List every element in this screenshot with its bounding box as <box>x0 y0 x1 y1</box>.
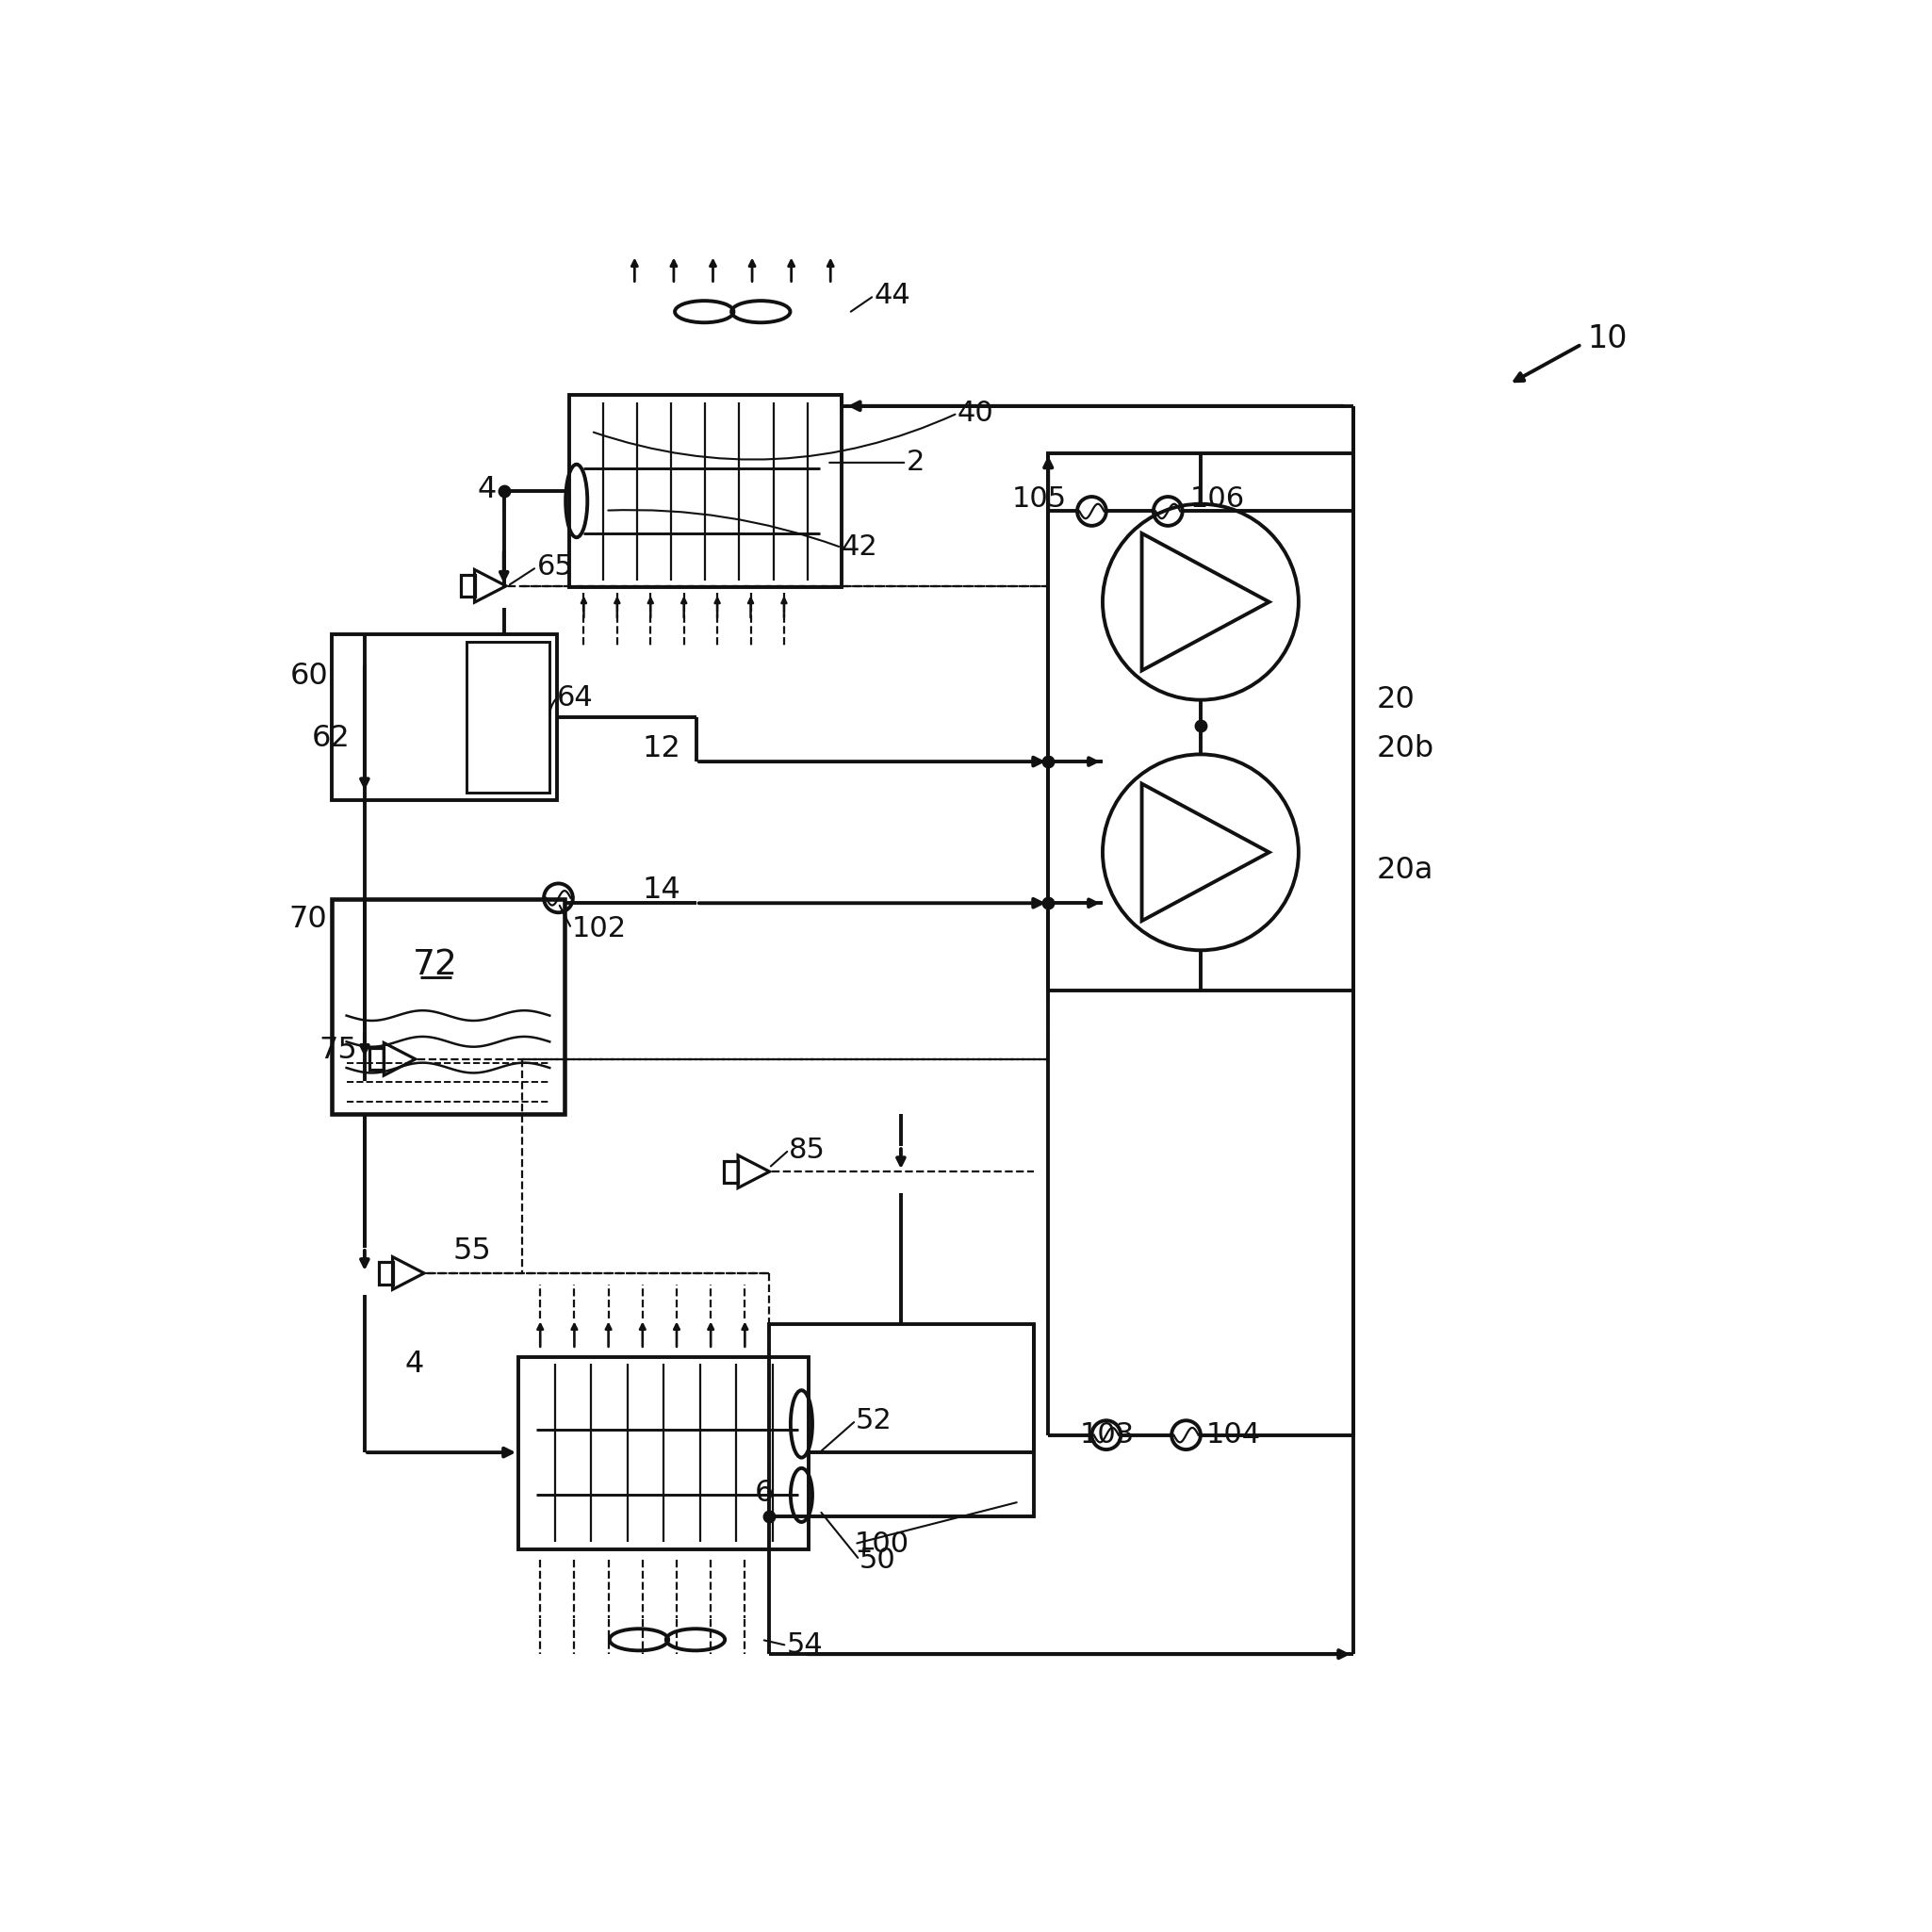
Text: 20a: 20a <box>1378 856 1434 885</box>
Bar <box>369 1049 384 1070</box>
Text: 60: 60 <box>290 661 328 690</box>
Bar <box>379 1262 392 1285</box>
Text: 65: 65 <box>537 553 574 582</box>
Text: 75: 75 <box>319 1036 357 1065</box>
Text: 64: 64 <box>556 684 593 711</box>
Text: 12: 12 <box>641 734 680 763</box>
Text: 20b: 20b <box>1378 734 1435 763</box>
Bar <box>332 634 556 800</box>
Bar <box>460 576 475 597</box>
Text: 105: 105 <box>1012 485 1066 512</box>
Text: 2: 2 <box>906 448 925 477</box>
Bar <box>466 641 551 792</box>
Text: 52: 52 <box>856 1406 893 1434</box>
Text: 104: 104 <box>1206 1422 1260 1449</box>
Text: 42: 42 <box>842 533 877 560</box>
Text: 10: 10 <box>1588 325 1627 355</box>
Text: 62: 62 <box>311 724 350 753</box>
Bar <box>724 1161 738 1182</box>
Text: 4: 4 <box>477 475 497 504</box>
Text: 4: 4 <box>404 1349 423 1379</box>
Text: 54: 54 <box>786 1633 823 1660</box>
Text: 40: 40 <box>958 400 993 427</box>
Bar <box>518 1356 810 1549</box>
Text: 72: 72 <box>412 949 458 981</box>
Text: 70: 70 <box>288 906 327 935</box>
Text: 55: 55 <box>454 1236 491 1265</box>
Bar <box>1049 454 1352 991</box>
Text: 14: 14 <box>641 875 680 904</box>
Text: 44: 44 <box>873 282 910 309</box>
Text: 6: 6 <box>753 1478 773 1507</box>
Text: 50: 50 <box>860 1546 896 1573</box>
Bar <box>332 900 564 1113</box>
Bar <box>769 1323 1034 1517</box>
Text: 106: 106 <box>1190 485 1244 512</box>
Text: 20: 20 <box>1378 686 1416 715</box>
Bar <box>570 396 842 587</box>
Text: 102: 102 <box>572 916 626 943</box>
Text: 100: 100 <box>854 1530 910 1557</box>
Text: 85: 85 <box>788 1136 825 1163</box>
Text: 103: 103 <box>1080 1422 1134 1449</box>
